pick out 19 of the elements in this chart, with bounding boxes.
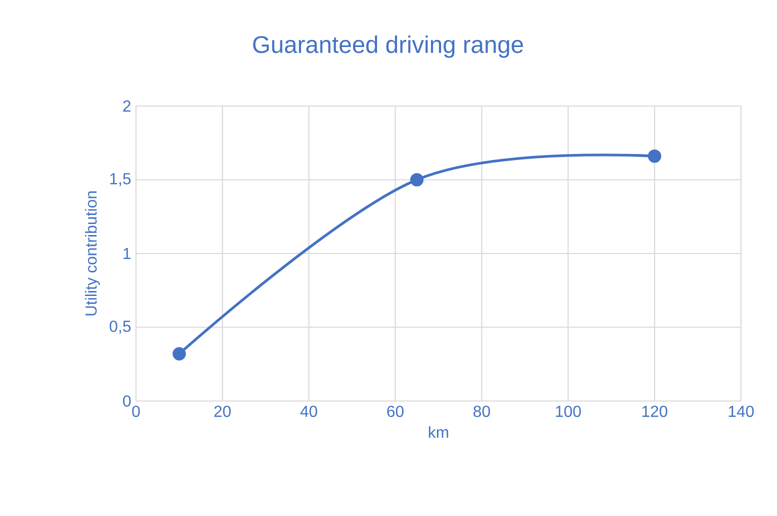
x-tick-label: 80 xyxy=(474,406,490,418)
y-tick-label: 0,5 xyxy=(110,320,131,334)
point xyxy=(648,149,662,163)
x-tick-label: 40 xyxy=(300,406,318,418)
y-tick-label: 1 xyxy=(124,248,131,259)
y-tick-label: 0 xyxy=(123,395,131,407)
x-tick-label: 20 xyxy=(214,406,231,418)
y-tick-label: 1,5 xyxy=(110,173,131,186)
chart-title: Guaranteed driving range xyxy=(253,35,523,58)
point xyxy=(410,173,424,186)
x-tick-label: 60 xyxy=(387,406,404,418)
point xyxy=(172,347,186,360)
x-tick-label: 100 xyxy=(556,406,581,418)
x-tick-label: 120 xyxy=(642,406,668,418)
x-axis-title: km xyxy=(428,426,448,438)
y-axis-title: Utility contribution xyxy=(84,191,100,316)
x-tick-label: 140 xyxy=(728,406,754,418)
x-tick-label: 0 xyxy=(132,406,140,418)
y-tick-label: 2 xyxy=(123,100,130,112)
